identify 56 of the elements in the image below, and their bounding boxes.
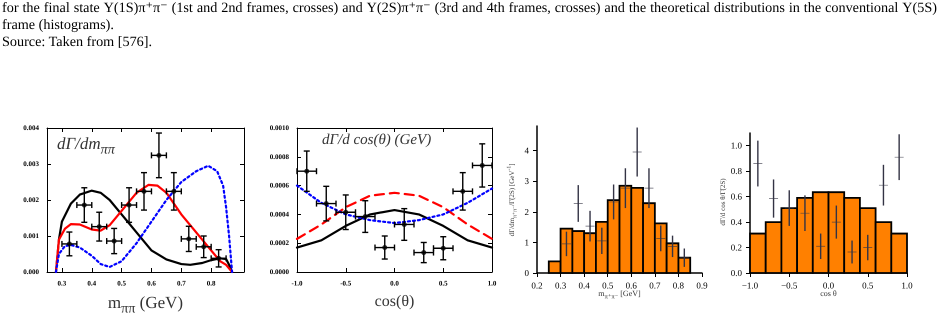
- point: [460, 188, 466, 194]
- point: [362, 214, 368, 220]
- x-tick-label: 0.5: [862, 280, 874, 290]
- y-tick-label: 0.0: [730, 268, 742, 278]
- text: for the final state Υ(1S)π⁺π⁻ (1st and 2nd frames, crosses) and Υ(2S)π⁺π⁻ (3rd and 4th frames, crosses) and the theoretical distributions in the conventional Υ(5S) frame (histograms).: [2, 0, 937, 34]
- x-tick-label: 1.0: [901, 280, 914, 290]
- y-tick-label: 0: [524, 268, 530, 278]
- x-tick-label: −0.5: [781, 280, 798, 290]
- point: [171, 188, 176, 194]
- x-axis-title: cos(θ): [374, 293, 416, 311]
- point: [440, 246, 446, 251]
- point: [304, 168, 310, 174]
- x-axis-title: cos θ: [819, 289, 838, 298]
- x-tick-label: 0.6: [626, 280, 638, 290]
- point: [382, 245, 388, 250]
- line-series: [54, 164, 234, 274]
- x-tick-label: −1.0: [742, 280, 759, 290]
- point: [112, 238, 117, 244]
- point: [96, 224, 102, 230]
- y-tick-label: 1.0: [730, 140, 742, 151]
- x-tick-label: 0.5: [602, 280, 614, 290]
- y-tick-label: 0.8: [730, 166, 742, 176]
- source-note: Source: Taken from [576].: [2, 34, 154, 51]
- point: [142, 188, 147, 194]
- y-tick-label: 1: [524, 237, 529, 248]
- line-series: [296, 184, 494, 224]
- x-tick-label: 0.7: [649, 280, 661, 290]
- x-tick-label: 0.9: [696, 280, 708, 290]
- point: [421, 250, 426, 256]
- text: dΓ/dm$_{ππ}$: [57, 134, 115, 158]
- x-tick-label: 0.3: [554, 280, 567, 290]
- point: [216, 256, 222, 261]
- point: [66, 241, 72, 246]
- x-axis-title: m$_{ππ}$ (GeV): [106, 292, 184, 317]
- point: [82, 202, 87, 208]
- x-tick-label: 0.8: [672, 280, 685, 290]
- x-tick-label: 0.4: [578, 280, 590, 290]
- y-tick-label: 0.6: [730, 192, 742, 202]
- line-series: [296, 192, 494, 240]
- point: [480, 162, 485, 168]
- chart-title: dΓ/d cos(θ) (GeV): [322, 132, 432, 149]
- point: [324, 201, 329, 206]
- point: [402, 222, 407, 227]
- point: [126, 202, 132, 208]
- point: [343, 210, 348, 215]
- x-tick-label: 0.0: [822, 280, 835, 290]
- point: [156, 152, 162, 158]
- y-tick-label: 0.4: [730, 217, 742, 228]
- y-tick-label: 4: [524, 146, 530, 156]
- y-tick-label: 0.2: [730, 242, 742, 253]
- point: [186, 236, 192, 242]
- point: [201, 244, 206, 250]
- y-tick-label: 2: [524, 206, 529, 217]
- x-axis-title: m$_{π⁺π⁻}$ [GeV]: [597, 289, 642, 301]
- x-tick-label: 0.2: [531, 280, 543, 290]
- y-tick-label: 3: [524, 176, 530, 186]
